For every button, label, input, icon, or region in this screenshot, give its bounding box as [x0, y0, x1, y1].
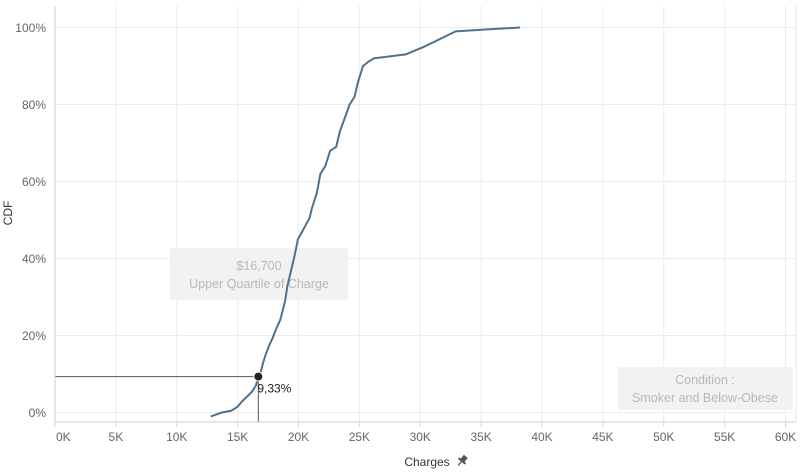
y-tick-label: 0% [29, 406, 47, 420]
x-tick-label: 55K [714, 430, 735, 444]
x-tick-label: 10K [166, 430, 187, 444]
gridlines [54, 6, 796, 422]
highlight-point[interactable] [253, 371, 264, 382]
annotation-quartile-line2: Upper Quartile of Charge [189, 277, 329, 291]
x-tick-label: 60K [775, 430, 796, 444]
pin-icon[interactable] [455, 454, 470, 469]
x-tick-labels: 0K 5K 10K 15K 20K 25K 30K 35K 40K 45K 50K 55K 60K [54, 422, 796, 444]
annotation-condition: Condition : Smoker and Below-Obese [618, 367, 793, 410]
x-tick-label: 25K [349, 430, 370, 444]
x-axis-title: Charges [404, 455, 449, 469]
x-tick-label: 15K [227, 430, 248, 444]
y-tick-label: 20% [22, 329, 46, 343]
y-tick-label: 40% [22, 252, 46, 266]
x-tick-label: 0K [56, 430, 71, 444]
x-tick-label: 35K [470, 430, 491, 444]
annotation-condition-box [618, 367, 793, 410]
y-axis-title: CDF [1, 201, 15, 226]
annotation-condition-line1: Condition : [675, 373, 735, 387]
annotation-quartile: $16,700 Upper Quartile of Charge [170, 248, 348, 300]
annotation-condition-line2: Smoker and Below-Obese [632, 391, 778, 405]
y-tick-label: 80% [22, 98, 46, 112]
x-tick-label: 50K [653, 430, 674, 444]
y-tick-label: 60% [22, 175, 46, 189]
reference-lines [55, 376, 259, 422]
y-tick-labels: 0% 20% 40% 60% 80% 100% [15, 21, 46, 420]
x-tick-label: 5K [109, 430, 124, 444]
x-tick-label: 20K [288, 430, 309, 444]
highlight-point-label: 9,33% [257, 382, 291, 396]
axes [54, 6, 797, 423]
x-tick-label: 30K [410, 430, 431, 444]
annotation-quartile-line1: $16,700 [236, 259, 281, 273]
y-tick-label: 100% [15, 21, 46, 35]
cdf-series-line [210, 26, 521, 418]
x-tick-label: 40K [531, 430, 552, 444]
x-tick-label: 45K [592, 430, 613, 444]
annotation-quartile-box [170, 248, 348, 300]
